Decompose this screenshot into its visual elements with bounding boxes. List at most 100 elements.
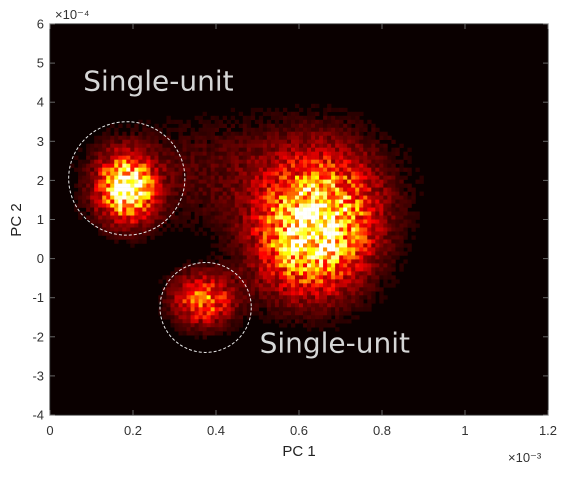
heat-cell (331, 311, 336, 316)
heat-cell (351, 159, 356, 164)
heat-cell (202, 111, 207, 117)
heat-cell (307, 327, 312, 332)
heat-cell (214, 211, 219, 216)
heat-cell (102, 131, 107, 137)
heat-cell (158, 199, 163, 204)
heat-cell (130, 199, 135, 204)
heat-cell (363, 187, 368, 192)
heat-cell (90, 159, 95, 164)
heat-cell (126, 123, 131, 129)
heat-cell (186, 143, 191, 148)
heat-cell (86, 183, 91, 188)
heat-cell (146, 203, 151, 208)
heat-cell (114, 227, 119, 232)
heat-cell (319, 327, 324, 332)
heat-cell (395, 251, 400, 256)
heat-cell (363, 175, 368, 180)
heat-cell (299, 315, 304, 320)
heat-cell (359, 163, 364, 168)
heat-cell (347, 259, 352, 264)
heat-cell (339, 219, 344, 224)
heat-cell (174, 215, 179, 220)
heat-cell (387, 135, 392, 140)
heat-cell (154, 123, 159, 129)
heat-cell (319, 175, 324, 180)
heat-cell (198, 303, 203, 308)
heat-cell (343, 311, 348, 316)
heat-cell (154, 163, 159, 168)
heat-cell (335, 303, 340, 308)
heat-cell (375, 271, 380, 276)
heat-cell (403, 215, 408, 220)
heat-cell (166, 119, 171, 125)
heat-cell (194, 311, 199, 316)
heat-cell (391, 251, 396, 256)
heat-cell (226, 235, 232, 240)
heat-cell (379, 163, 384, 168)
heat-cell (86, 151, 91, 156)
heat-cell (307, 303, 312, 308)
heat-cell (114, 207, 119, 212)
heat-cell (270, 235, 276, 240)
y-tick-label: 3 (37, 134, 44, 149)
heat-cell (122, 139, 127, 144)
heat-cell (315, 143, 320, 148)
heat-cell (359, 195, 364, 200)
heat-cell (198, 299, 203, 304)
heat-cell (339, 195, 344, 200)
heat-cell (323, 207, 328, 212)
heat-cell (399, 235, 404, 240)
x-tick-label: 1 (461, 423, 468, 438)
heat-cell (230, 167, 236, 172)
heat-cell (355, 127, 360, 133)
heat-cell (238, 291, 244, 296)
heat-cell (375, 227, 380, 232)
heat-cell (250, 139, 256, 144)
heat-cell (319, 167, 324, 172)
heat-cell (379, 191, 384, 196)
heat-cell (258, 279, 264, 284)
heat-cell (319, 219, 324, 224)
heat-cell (90, 171, 95, 176)
heat-cell (90, 155, 95, 160)
heat-cell (166, 195, 171, 200)
heat-cell (126, 199, 131, 204)
heat-cell (286, 163, 292, 168)
heat-cell (299, 123, 304, 129)
heat-cell (383, 175, 388, 180)
heat-cell (258, 295, 264, 300)
heat-cell (146, 143, 151, 148)
heat-cell (182, 175, 187, 180)
heat-cell (355, 235, 360, 240)
heat-cell (299, 227, 304, 232)
heat-cell (311, 103, 316, 109)
heat-cell (86, 203, 91, 208)
heat-cell (162, 135, 167, 140)
heat-cell (387, 211, 392, 216)
heat-cell (174, 143, 179, 148)
heat-cell (226, 147, 232, 152)
heat-cell (371, 175, 376, 180)
heat-cell (294, 131, 300, 137)
heat-cell (82, 163, 87, 168)
heat-cell (367, 231, 372, 236)
heat-cell (166, 315, 171, 320)
heat-cell (323, 239, 328, 244)
heat-cell (339, 199, 344, 204)
heat-cell (303, 251, 308, 256)
heat-cell (254, 159, 260, 164)
heat-cell (311, 207, 316, 212)
heat-cell (246, 187, 252, 192)
heat-cell (170, 215, 175, 220)
heat-cell (226, 275, 232, 280)
heat-cell (387, 239, 392, 244)
heat-cell (174, 167, 179, 172)
heat-cell (359, 267, 364, 272)
heat-cell (210, 315, 215, 320)
heat-cell (250, 307, 256, 312)
heat-cell (270, 167, 276, 172)
heat-cell (250, 255, 256, 260)
heat-cell (331, 143, 336, 148)
heat-cell (218, 247, 223, 252)
heat-cell (250, 263, 256, 268)
